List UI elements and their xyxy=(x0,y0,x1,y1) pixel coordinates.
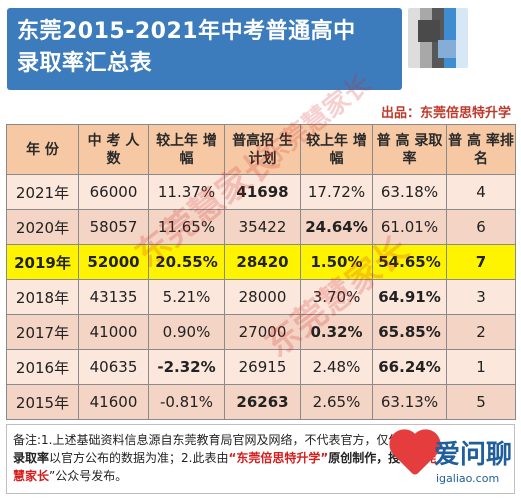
footnote-brand-text: 东莞 xyxy=(412,451,437,465)
table-row-highlighted: 2019年 52000 20.55% 28420 1.50% 54.65% 7 xyxy=(6,244,516,280)
cell-students-growth: 11.37% xyxy=(148,174,225,210)
cell-year: 2018年 xyxy=(6,279,79,315)
cell-plan-growth: 1.50% xyxy=(300,244,373,280)
cell-rate: 54.65% xyxy=(372,244,447,280)
cell-plan-growth: 3.70% xyxy=(300,279,373,315)
cell-plan: 26915 xyxy=(224,349,301,385)
cell-students-growth: 5.21% xyxy=(148,279,225,315)
footnote-text: ”公众号发布。 xyxy=(49,469,128,483)
title-banner: 东莞2015-2021年中考普通高中 录取率汇总表 xyxy=(7,8,402,90)
cell-plan-growth: 24.64% xyxy=(300,209,373,245)
cell-rate: 64.91% xyxy=(372,279,447,315)
cell-rate: 61.01% xyxy=(372,209,447,245)
page-title-line2: 录取率汇总表 xyxy=(17,51,153,76)
cell-plan-growth: 17.72% xyxy=(300,174,373,210)
col-header-plan-growth: 较上年 增 幅 xyxy=(300,124,373,175)
table-row: 2017年 41000 0.90% 27000 0.32% 65.85% 2 xyxy=(6,314,516,350)
page-title-line1: 东莞2015-2021年中考普通高中 xyxy=(17,19,356,44)
cell-plan-growth: 2.65% xyxy=(300,384,373,420)
header: 东莞2015-2021年中考普通高中 录取率汇总表 xyxy=(0,0,521,100)
col-header-plan: 普高招 生计划 xyxy=(224,124,301,175)
cell-rank: 6 xyxy=(446,209,516,245)
footnote-bold-text: 录取率 xyxy=(13,451,50,465)
cell-year: 2021年 xyxy=(6,174,79,210)
cell-plan: 28420 xyxy=(224,244,301,280)
cell-rank: 1 xyxy=(446,349,516,385)
cell-plan: 26263 xyxy=(224,384,301,420)
col-header-year: 年 份 xyxy=(6,124,79,175)
cell-rank: 2 xyxy=(446,314,516,350)
cell-year: 2019年 xyxy=(6,244,79,280)
qr-code-icon xyxy=(408,8,468,68)
cell-students: 52000 xyxy=(78,244,149,280)
cell-year: 2015年 xyxy=(6,384,79,420)
footnote-line1: 备注:1.上述基础资料信息源自东莞教育局官网及网络，不代表官方，仅供参考 xyxy=(13,431,508,449)
table-row: 2020年 58057 11.65% 35422 24.64% 61.01% 6 xyxy=(6,209,516,245)
cell-students: 41600 xyxy=(78,384,149,420)
admission-rate-table: 年 份 中 考 人 数 较上年 增 幅 普高招 生计划 较上年 增 幅 普 高 … xyxy=(6,124,516,420)
cell-students-growth: 11.65% xyxy=(148,209,225,245)
cell-rank: 7 xyxy=(446,244,516,280)
col-header-rank: 普 高 率排名 xyxy=(446,124,516,175)
cell-students: 41000 xyxy=(78,314,149,350)
cell-rate: 65.85% xyxy=(372,314,447,350)
cell-year: 2016年 xyxy=(6,349,79,385)
cell-students: 66000 xyxy=(78,174,149,210)
footnote-text: 仅供参考 xyxy=(376,433,425,447)
cell-rate: 63.13% xyxy=(372,384,447,420)
footnote-line3: 慧家长”公众号发布。 xyxy=(13,467,508,485)
col-header-students: 中 考 人 数 xyxy=(78,124,149,175)
col-header-rate: 普 高 录取率 xyxy=(372,124,447,175)
footnote-text: 备注:1.上述基础资料信息源自东莞教育局官网及网络，不代表官方， xyxy=(13,433,377,447)
cell-students: 43135 xyxy=(78,279,149,315)
cell-rank: 3 xyxy=(446,279,516,315)
footnote-line2: 录取率以官方公布的数据为准；2.此表由“东莞倍思特升学”原创制作，授权东莞 xyxy=(13,449,508,467)
cell-students-growth: -2.32% xyxy=(148,349,225,385)
footnote-bold-text: 原创制作，授权 xyxy=(328,451,413,465)
table-row: 2015年 41600 -0.81% 26263 2.65% 63.13% 5 xyxy=(6,384,516,420)
footnote: 备注:1.上述基础资料信息源自东莞教育局官网及网络，不代表官方，仅供参考 录取率… xyxy=(6,424,515,494)
cell-rank: 4 xyxy=(446,174,516,210)
table-row: 2018年 43135 5.21% 28000 3.70% 64.91% 3 xyxy=(6,279,516,315)
cell-students-growth: -0.81% xyxy=(148,384,225,420)
cell-plan: 27000 xyxy=(224,314,301,350)
cell-plan: 28000 xyxy=(224,279,301,315)
cell-students: 58057 xyxy=(78,209,149,245)
cell-rate: 63.18% xyxy=(372,174,447,210)
cell-students-growth: 0.90% xyxy=(148,314,225,350)
cell-plan: 35422 xyxy=(224,209,301,245)
footnote-text: 以官方公布的数据为准；2.此表由 xyxy=(49,451,229,465)
cell-students: 40635 xyxy=(78,349,149,385)
cell-rate: 66.24% xyxy=(372,349,447,385)
source-credit: 出品：东莞倍思特升学 xyxy=(380,106,511,121)
cell-students-growth: 20.55% xyxy=(148,244,225,280)
cell-plan: 41698 xyxy=(224,174,301,210)
footnote-brand-text: “东莞倍思特升学” xyxy=(228,451,329,465)
table-header-row: 年 份 中 考 人 数 较上年 增 幅 普高招 生计划 较上年 增 幅 普 高 … xyxy=(6,124,516,175)
table-row: 2016年 40635 -2.32% 26915 2.48% 66.24% 1 xyxy=(6,349,516,385)
cell-year: 2017年 xyxy=(6,314,79,350)
table-row: 2021年 66000 11.37% 41698 17.72% 63.18% 4 xyxy=(6,174,516,210)
cell-rank: 5 xyxy=(446,384,516,420)
cell-plan-growth: 2.48% xyxy=(300,349,373,385)
cell-year: 2020年 xyxy=(6,209,79,245)
footnote-brand-text: 慧家长 xyxy=(13,469,50,483)
col-header-students-growth: 较上年 增 幅 xyxy=(148,124,225,175)
cell-plan-growth: 0.32% xyxy=(300,314,373,350)
